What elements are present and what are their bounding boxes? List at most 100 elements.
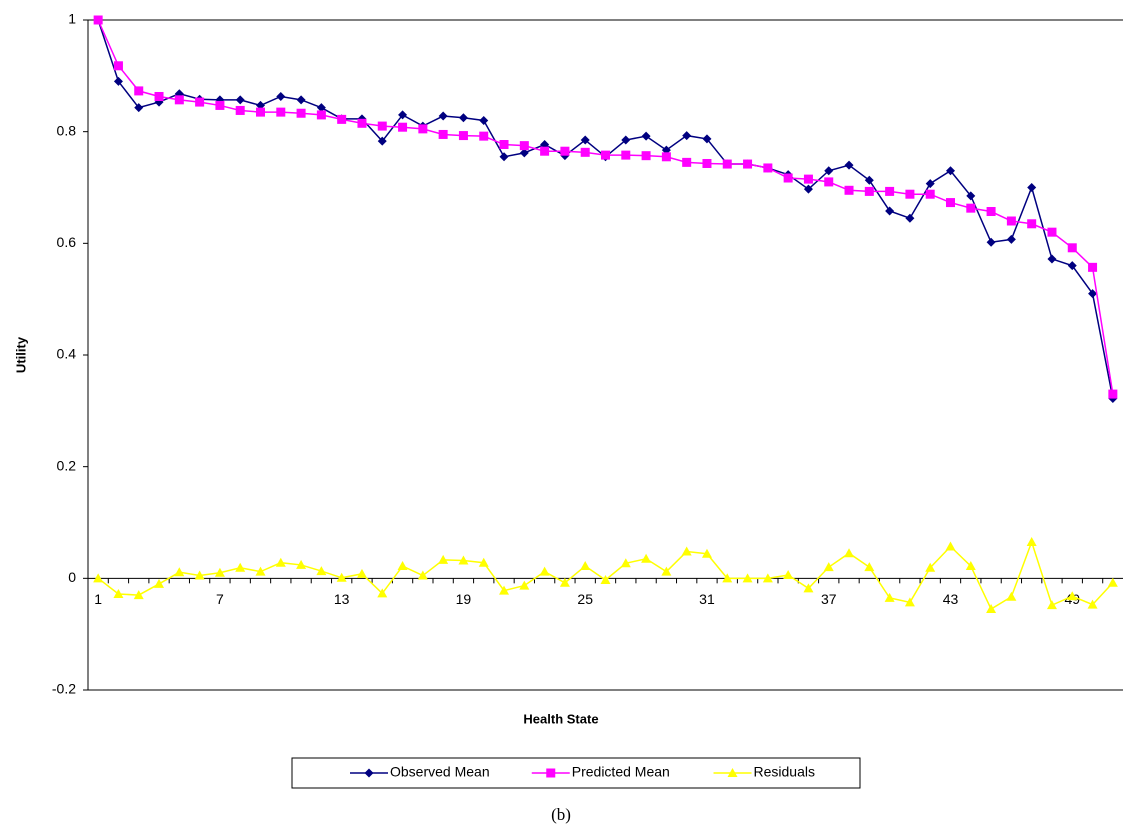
data-point <box>418 124 428 134</box>
data-point <box>276 91 286 101</box>
data-point <box>702 134 712 144</box>
data-point <box>479 116 489 125</box>
data-point <box>377 136 387 146</box>
data-point <box>397 561 408 571</box>
data-point <box>438 554 449 564</box>
data-point <box>783 173 793 183</box>
data-point <box>519 580 530 590</box>
data-point <box>803 174 813 184</box>
data-point <box>905 213 915 223</box>
data-point <box>154 578 165 588</box>
data-point <box>458 131 468 141</box>
data-point <box>864 186 874 196</box>
x-axis-label: Health State <box>523 711 598 726</box>
x-tick-label: 43 <box>943 591 959 607</box>
data-point <box>783 569 794 579</box>
data-point <box>1088 289 1098 299</box>
data-point <box>478 557 489 567</box>
data-point <box>965 561 976 571</box>
data-point <box>519 141 529 151</box>
legend-label: Predicted Mean <box>572 764 670 780</box>
x-tick-label: 31 <box>699 591 715 607</box>
data-point <box>235 562 246 572</box>
data-point <box>864 175 874 185</box>
data-point <box>316 110 326 120</box>
x-tick-label: 37 <box>821 591 837 607</box>
data-point <box>986 237 996 247</box>
data-point <box>134 86 144 96</box>
data-point <box>905 189 915 199</box>
data-point <box>986 207 996 217</box>
data-point <box>682 157 692 167</box>
series-line <box>97 19 1114 395</box>
data-point <box>803 184 813 194</box>
data-point <box>763 163 773 173</box>
data-point <box>398 110 408 120</box>
data-point <box>946 166 955 176</box>
data-point <box>641 553 652 563</box>
data-point <box>722 573 733 583</box>
data-point <box>316 566 327 576</box>
data-point <box>519 148 529 158</box>
legend-marker <box>546 768 556 778</box>
data-point <box>276 107 286 117</box>
data-point <box>113 588 124 598</box>
data-point <box>1067 261 1077 271</box>
data-point <box>316 103 326 113</box>
data-point <box>844 548 855 558</box>
y-tick-label: -0.2 <box>52 681 76 697</box>
data-point <box>986 604 997 614</box>
data-point <box>743 159 753 169</box>
data-point <box>803 583 814 593</box>
data-point <box>601 150 610 160</box>
y-axis-label: Utility <box>13 336 28 373</box>
data-point <box>682 131 692 141</box>
data-point <box>580 561 591 571</box>
data-point <box>620 558 631 568</box>
data-point <box>540 146 550 156</box>
data-point <box>661 152 671 162</box>
data-point <box>499 152 509 162</box>
data-point <box>580 135 590 145</box>
x-tick-label: 7 <box>216 591 224 607</box>
data-point <box>945 541 956 551</box>
data-point <box>255 566 266 576</box>
y-tick-label: 0.2 <box>57 457 77 473</box>
data-point <box>256 107 265 117</box>
data-point <box>885 186 895 196</box>
data-point <box>1107 577 1118 587</box>
data-point <box>377 121 387 131</box>
data-point <box>1108 389 1118 399</box>
data-point <box>235 105 245 115</box>
data-point <box>966 203 976 213</box>
data-point <box>356 568 367 578</box>
data-point <box>438 129 448 139</box>
data-point <box>904 597 915 607</box>
data-point <box>296 559 307 569</box>
series-line <box>97 19 1114 399</box>
data-point <box>885 206 895 216</box>
data-point <box>93 573 104 583</box>
data-point <box>113 61 123 71</box>
data-point <box>681 546 692 556</box>
data-point <box>337 114 347 124</box>
data-point <box>377 588 388 598</box>
legend-label: Residuals <box>754 764 815 780</box>
data-point <box>925 179 935 189</box>
data-point <box>600 575 611 585</box>
data-point <box>194 570 205 580</box>
data-point <box>560 146 570 156</box>
data-point <box>154 91 164 101</box>
data-point <box>417 570 428 580</box>
x-tick-label: 25 <box>577 591 593 607</box>
data-point <box>398 122 408 132</box>
x-tick-label: 13 <box>334 591 350 607</box>
data-point <box>1006 591 1017 601</box>
data-point <box>1046 600 1057 610</box>
data-point <box>1088 262 1098 272</box>
legend-marker <box>727 768 738 777</box>
data-point <box>661 566 672 576</box>
y-tick-label: 0 <box>68 569 76 585</box>
data-point <box>621 150 631 160</box>
data-point <box>336 572 347 582</box>
